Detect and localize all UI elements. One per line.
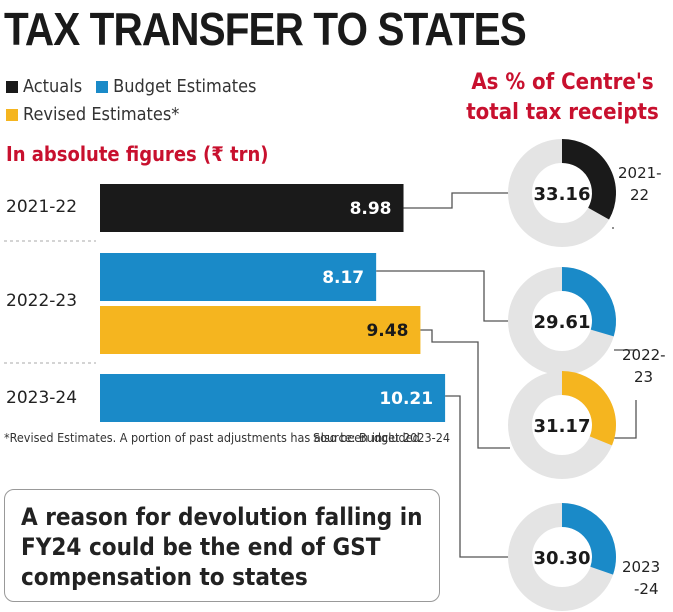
bar-chart-category-labels: 2021-22 2022-23 2023-24 (6, 197, 77, 408)
legend: Actuals Budget Estimates (6, 76, 271, 97)
connector-line (376, 270, 510, 322)
donut-slice (561, 139, 616, 220)
donut-value-label: 30.30 (534, 548, 591, 569)
bar-2021-22-actuals (100, 184, 404, 232)
bar-chart: 8.98 8.17 9.48 10.21 (100, 184, 446, 422)
legend-item-revised: Revised Estimates* (6, 104, 179, 125)
connector-line (420, 329, 510, 449)
connector-lines (376, 192, 637, 558)
category-label-2023-24: 2023-24 (6, 388, 77, 408)
callout-text: A reason for devolution falling in FY24 … (21, 503, 423, 591)
donut-3: 30.30 (508, 503, 616, 611)
bar-value-label: 8.17 (322, 268, 364, 288)
category-label-2021-22: 2021-22 (6, 197, 77, 217)
connector-line (445, 395, 510, 558)
source-text: Source: Budget 2023-24 (313, 430, 450, 445)
connector-line (403, 192, 510, 209)
page-title: TAX TRANSFER TO STATES (4, 3, 527, 55)
legend-label-revised: Revised Estimates* (23, 104, 180, 125)
bar-value-label: 9.48 (366, 321, 408, 341)
legend-label-actuals: Actuals (23, 76, 83, 97)
donut-charts: 33.16 29.61 31.17 30.30 2021- 22 2022- 23 2023 -2… (508, 139, 666, 611)
donut-0: 33.16 (508, 139, 616, 247)
donut-year-label: 2023 (622, 558, 660, 576)
donut-value-label: 33.16 (534, 184, 591, 205)
donut-year-label: 2022- (622, 346, 666, 364)
callout-box: A reason for devolution falling in FY24 … (4, 489, 440, 602)
donut-slice (561, 371, 616, 446)
donut-year-label: 2021- (618, 164, 662, 182)
donut-value-label: 31.17 (534, 416, 591, 437)
legend-label-budget: Budget Estimates (113, 76, 257, 97)
category-label-2022-23: 2022-23 (6, 291, 77, 311)
donut-slice (561, 267, 616, 337)
legend-swatch-budget (96, 80, 109, 93)
donut-year-label: 22 (630, 186, 649, 204)
bar-2022-23-revised-estimates- (100, 306, 421, 354)
bar-chart-title: In absolute figures (₹ trn) (6, 142, 269, 166)
bar-value-label: 10.21 (379, 389, 433, 409)
legend-item-budget: Budget Estimates (96, 76, 257, 97)
donut-value-label: 29.61 (534, 312, 591, 333)
legend-swatch-actuals (6, 80, 18, 93)
donut-2: 31.17 (508, 371, 616, 479)
bar-2022-23-budget-estimates (100, 253, 377, 301)
connector-line (614, 400, 637, 439)
donut-chart-title: As % of Centre's total tax receipts (466, 70, 659, 125)
donut-slice (561, 503, 616, 575)
bar-2023-24-budget-estimates (100, 374, 446, 422)
footnote: *Revised Estimates. A portion of past ad… (4, 430, 450, 446)
legend-swatch-revised (6, 108, 18, 121)
bar-value-label: 8.98 (350, 199, 392, 219)
legend-row-2: Revised Estimates* (6, 104, 193, 125)
donut-1: 29.61 (508, 267, 616, 375)
donut-year-label: 23 (634, 368, 653, 386)
legend-item-actuals: Actuals (6, 76, 82, 97)
footnote-text: *Revised Estimates. A portion of past ad… (4, 430, 420, 445)
donut-year-label: -24 (634, 580, 659, 598)
